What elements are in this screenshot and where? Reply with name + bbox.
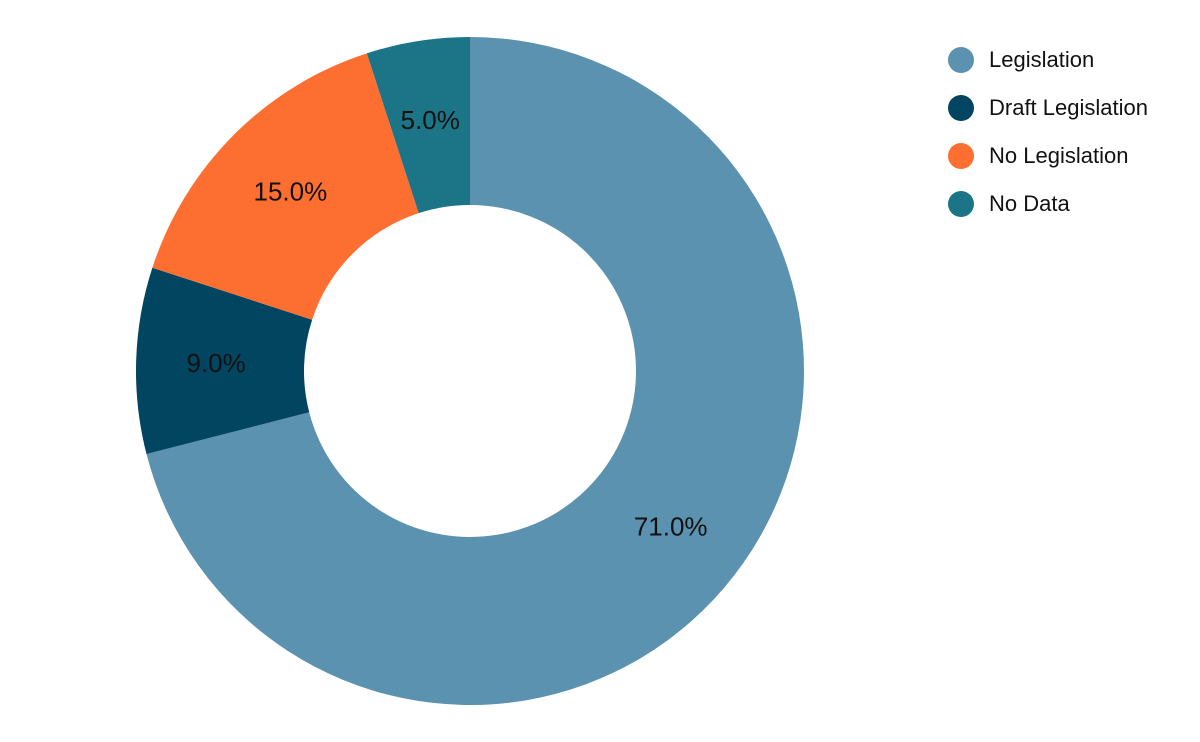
slice-label-draft-legislation: 9.0% — [186, 348, 245, 378]
legend-item-legislation: Legislation — [948, 36, 1148, 84]
legend-item-no-data: No Data — [948, 180, 1148, 228]
legend-swatch-draft-legislation — [948, 95, 974, 121]
slice-no-data — [366, 37, 470, 214]
legend-swatch-no-legislation — [948, 143, 974, 169]
slice-labels: 71.0% 9.0% 15.0% 5.0% — [186, 105, 707, 542]
slice-draft-legislation — [136, 267, 313, 455]
chart-legend: Legislation Draft Legislation No Legisla… — [948, 36, 1148, 228]
legend-swatch-legislation — [948, 47, 974, 73]
slice-label-no-legislation: 15.0% — [254, 176, 328, 206]
slice-legislation — [146, 37, 804, 705]
legend-label-legislation: Legislation — [989, 47, 1095, 72]
slice-label-legislation: 71.0% — [634, 512, 708, 542]
legend-label-draft-legislation: Draft Legislation — [989, 95, 1148, 120]
slice-no-legislation — [152, 53, 419, 320]
legend-item-draft-legislation: Draft Legislation — [948, 84, 1148, 132]
legend-swatch-no-data — [948, 191, 974, 217]
legend-item-no-legislation: No Legislation — [948, 132, 1148, 180]
legend-label-no-legislation: No Legislation — [989, 143, 1129, 168]
slice-label-no-data: 5.0% — [401, 105, 460, 135]
donut-slices — [136, 37, 804, 705]
legend-label-no-data: No Data — [989, 191, 1070, 216]
